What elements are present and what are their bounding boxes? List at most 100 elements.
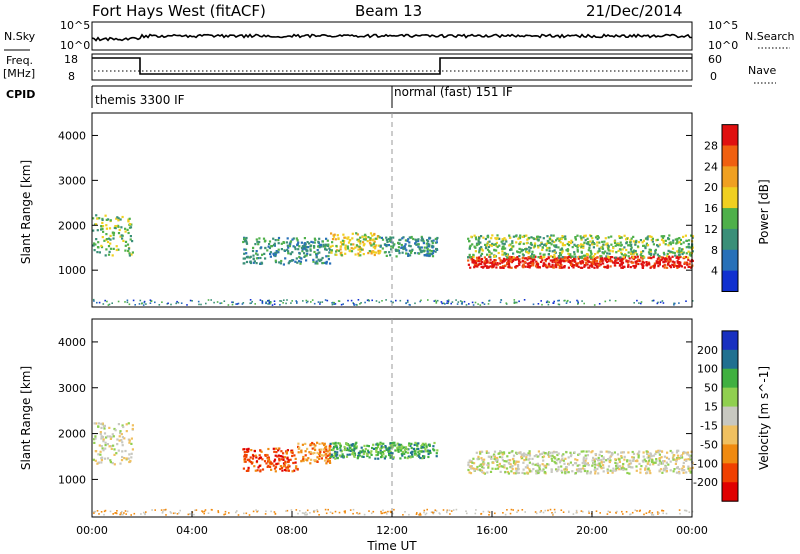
heatmap-cell: [353, 447, 356, 450]
heatmap-cell: [358, 454, 361, 457]
heatmap-cell: [634, 509, 637, 511]
heatmap-cell: [436, 449, 439, 452]
heatmap-cell: [397, 249, 401, 252]
heatmap-cell: [243, 248, 246, 251]
heatmap-cell: [486, 248, 490, 251]
heatmap-cell: [330, 455, 333, 458]
heatmap-cell: [414, 302, 416, 305]
heatmap-cell: [536, 462, 539, 465]
heatmap-cell: [400, 452, 403, 455]
heatmap-cell: [273, 458, 277, 461]
heatmap-cell: [372, 246, 375, 249]
heatmap-cell: [503, 464, 506, 467]
colorbar-tick-label: -50: [700, 438, 718, 451]
heatmap-cell: [524, 453, 527, 456]
heatmap-cell: [95, 238, 98, 241]
heatmap-cell: [576, 262, 579, 265]
heatmap-cell: [186, 304, 188, 306]
heatmap-cell: [346, 237, 349, 240]
heatmap-cell: [235, 303, 237, 305]
heatmap-cell: [379, 441, 382, 444]
heatmap-cell: [259, 457, 262, 460]
heatmap-cell: [528, 454, 532, 457]
heatmap-cell: [122, 425, 125, 429]
heatmap-cell: [479, 304, 482, 306]
heatmap-cell: [350, 243, 353, 246]
heatmap-cell: [282, 452, 285, 455]
heatmap-cell: [621, 266, 624, 269]
heatmap-cell: [286, 248, 289, 251]
heatmap-cell: [648, 469, 651, 472]
heatmap-cell: [680, 249, 683, 252]
heatmap-cell: [548, 263, 551, 266]
heatmap-cell: [409, 245, 412, 248]
heatmap-cell: [501, 253, 504, 256]
heatmap-cell: [607, 260, 610, 263]
heatmap-cell: [541, 246, 544, 249]
heatmap-cell: [372, 443, 375, 446]
heatmap-cell: [607, 510, 610, 513]
heatmap-cell: [585, 262, 588, 265]
heatmap-cell: [490, 237, 493, 240]
heatmap-cell: [287, 252, 290, 255]
heatmap-cell: [224, 510, 227, 513]
heatmap-cell: [127, 231, 130, 235]
heatmap-cell: [640, 465, 643, 468]
colorbar-segment: [722, 270, 738, 292]
heatmap-cell: [582, 464, 585, 467]
heatmap-cell: [616, 453, 620, 456]
heatmap-cell: [407, 444, 411, 447]
heatmap-cell: [294, 467, 298, 470]
heatmap-cell: [613, 262, 616, 265]
heatmap-cell: [487, 451, 490, 454]
heatmap-cell: [557, 299, 559, 302]
heatmap-cell: [554, 511, 556, 514]
heatmap-cell: [568, 260, 572, 263]
heatmap-cell: [645, 264, 649, 267]
heatmap-cell: [245, 450, 249, 454]
heatmap-cell: [376, 453, 379, 456]
heatmap-cell: [329, 262, 332, 265]
heatmap-cell: [315, 253, 318, 257]
noise-strip-frame: [91, 21, 693, 51]
heatmap-cell: [569, 301, 571, 303]
heatmap-cell: [382, 446, 385, 449]
heatmap-cell: [415, 448, 418, 451]
heatmap-cell: [594, 260, 597, 263]
heatmap-cell: [361, 449, 364, 452]
heatmap-cell: [296, 302, 298, 304]
heatmap-cell: [633, 302, 635, 304]
heatmap-cell: [370, 244, 373, 247]
heatmap-cell: [575, 512, 578, 514]
heatmap-cell: [326, 239, 329, 242]
heatmap-cell: [364, 447, 367, 451]
heatmap-cell: [568, 253, 571, 256]
heatmap-cell: [389, 238, 392, 241]
heatmap-cell: [651, 514, 653, 516]
heatmap-cell: [96, 246, 100, 249]
heatmap-cell: [267, 447, 270, 451]
heatmap-cell: [593, 458, 596, 461]
heatmap-cell: [336, 234, 339, 237]
heatmap-cell: [343, 448, 346, 452]
heatmap-cell: [342, 233, 345, 236]
heatmap-cell: [656, 262, 659, 265]
heatmap-cell: [359, 254, 362, 257]
heatmap-cell: [530, 236, 533, 239]
heatmap-cell: [327, 258, 330, 261]
heatmap-cell: [473, 467, 476, 470]
heatmap-cell: [261, 468, 265, 471]
heatmap-cell: [263, 252, 266, 255]
heatmap-cell: [540, 510, 542, 512]
heatmap-cell: [306, 509, 309, 512]
heatmap-cell: [110, 447, 113, 450]
heatmap-cell: [312, 258, 315, 261]
heatmap-cell: [258, 464, 261, 467]
heatmap-cell: [265, 301, 267, 303]
heatmap-cell: [112, 444, 115, 447]
heatmap-cell: [268, 299, 270, 302]
heatmap-cell: [457, 301, 460, 303]
heatmap-cell: [108, 303, 111, 306]
heatmap-cell: [125, 513, 127, 515]
